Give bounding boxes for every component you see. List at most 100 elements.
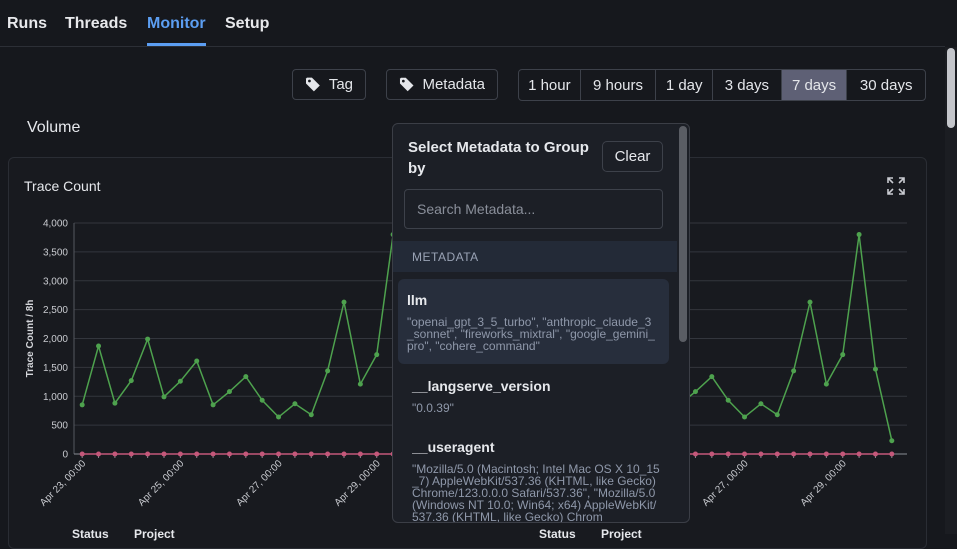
- data-point: [292, 451, 298, 457]
- tag-button[interactable]: Tag: [292, 69, 366, 100]
- item-values: "openai_gpt_3_5_turbo", "anthropic_claud…: [407, 315, 655, 353]
- metadata-item[interactable]: __useragent "Mozilla/5.0 (Macintosh; Int…: [412, 439, 662, 523]
- y-tick-label: 3,500: [43, 247, 68, 258]
- data-point: [194, 358, 200, 364]
- data-point: [341, 299, 347, 305]
- data-point: [791, 451, 797, 457]
- data-point: [308, 451, 314, 457]
- x-tick-label: Apr 23, 00:00: [38, 458, 89, 509]
- time-range-option[interactable]: 3 days: [713, 70, 782, 100]
- data-point: [325, 368, 331, 374]
- data-point: [872, 451, 878, 457]
- data-point: [226, 389, 232, 395]
- time-range-option[interactable]: 1 day: [656, 70, 714, 100]
- metadata-label: Metadata: [422, 76, 485, 93]
- table-header: Project: [134, 527, 175, 541]
- item-name: __useragent: [412, 439, 495, 455]
- data-point: [856, 451, 862, 457]
- data-point: [161, 394, 167, 400]
- data-point: [357, 381, 363, 387]
- page: Runs Threads Monitor Setup Tag Metadata …: [0, 15, 957, 549]
- data-point: [374, 451, 380, 457]
- data-point: [79, 402, 85, 408]
- data-point: [774, 451, 780, 457]
- data-point: [128, 378, 134, 384]
- data-point: [259, 451, 265, 457]
- time-range-option[interactable]: 7 days: [781, 70, 848, 100]
- divider: [0, 46, 945, 47]
- scrollbar-track: [945, 47, 957, 534]
- section-header: [393, 241, 677, 272]
- x-tick-label: Apr 29, 00:00: [333, 458, 384, 509]
- data-point: [774, 412, 780, 418]
- time-range-group: 1 hour 9 hours 1 day 3 days 7 days 30 days: [518, 69, 926, 101]
- data-point: [742, 414, 748, 420]
- metadata-item[interactable]: llm "openai_gpt_3_5_turbo", "anthropic_c…: [407, 292, 657, 352]
- y-tick-label: 0: [62, 450, 68, 461]
- time-range-option[interactable]: 9 hours: [581, 70, 657, 100]
- scrollbar-thumb[interactable]: [947, 48, 955, 128]
- data-point: [161, 451, 167, 457]
- item-name: llm: [407, 292, 428, 308]
- popover-scrollbar[interactable]: [679, 126, 687, 342]
- data-point: [259, 397, 265, 403]
- data-point: [341, 451, 347, 457]
- time-range-option[interactable]: 30 days: [859, 76, 913, 94]
- data-point: [742, 451, 748, 457]
- y-tick-label: 4,000: [43, 219, 68, 230]
- time-range-option[interactable]: 1 hour: [519, 70, 581, 100]
- nav-tab[interactable]: Monitor: [147, 15, 206, 32]
- data-point: [709, 451, 715, 457]
- nav-tab[interactable]: Runs: [7, 15, 47, 32]
- data-point: [145, 451, 151, 457]
- nav-tab[interactable]: Setup: [225, 15, 270, 32]
- data-point: [96, 451, 102, 457]
- data-point: [889, 451, 895, 457]
- data-point: [145, 336, 151, 342]
- item-values: "Mozilla/5.0 (Macintosh; Intel Mac OS X …: [412, 462, 660, 523]
- search-input[interactable]: Search Metadata...: [404, 189, 663, 229]
- metadata-button[interactable]: Metadata: [386, 69, 498, 100]
- x-tick-label: Apr 27, 00:00: [700, 458, 751, 509]
- data-point: [709, 374, 715, 380]
- y-tick-label: 500: [51, 421, 68, 432]
- nav-tab[interactable]: Threads: [65, 15, 128, 32]
- item-highlight: [398, 279, 669, 364]
- tab-underline: [147, 43, 206, 46]
- data-point: [856, 232, 862, 238]
- data-point: [758, 401, 764, 407]
- data-point: [177, 378, 183, 384]
- x-tick-label: Apr 29, 00:00: [799, 458, 850, 509]
- x-tick-label: Apr 25, 00:00: [136, 458, 187, 509]
- data-point: [177, 451, 183, 457]
- data-point: [79, 451, 85, 457]
- chart-title: Trace Count: [24, 178, 101, 194]
- data-point: [308, 412, 314, 418]
- metadata-popover: Select Metadata to Group by Clear Search…: [392, 123, 690, 523]
- clear-button[interactable]: Clear: [602, 141, 663, 172]
- data-point: [112, 400, 118, 406]
- section-label: METADATA: [412, 250, 479, 264]
- data-point: [840, 352, 846, 358]
- tag-icon: [399, 77, 414, 92]
- data-point: [357, 451, 363, 457]
- data-point: [692, 451, 698, 457]
- table-header: Project: [601, 527, 642, 541]
- section-title: Volume: [27, 119, 81, 136]
- data-point: [758, 451, 764, 457]
- data-point: [725, 397, 731, 403]
- tag-label: Tag: [328, 76, 353, 93]
- data-point: [128, 451, 134, 457]
- data-point: [243, 374, 249, 380]
- data-point: [276, 414, 282, 420]
- data-point: [243, 451, 249, 457]
- tag-icon: [305, 77, 320, 92]
- y-tick-label: 1,000: [43, 392, 68, 403]
- data-point: [96, 343, 102, 349]
- expand-icon[interactable]: [885, 175, 907, 197]
- data-point: [823, 381, 829, 387]
- data-point: [325, 451, 331, 457]
- data-point: [210, 402, 216, 408]
- data-point: [807, 451, 813, 457]
- metadata-item[interactable]: __langserve_version "0.0.39": [412, 378, 662, 414]
